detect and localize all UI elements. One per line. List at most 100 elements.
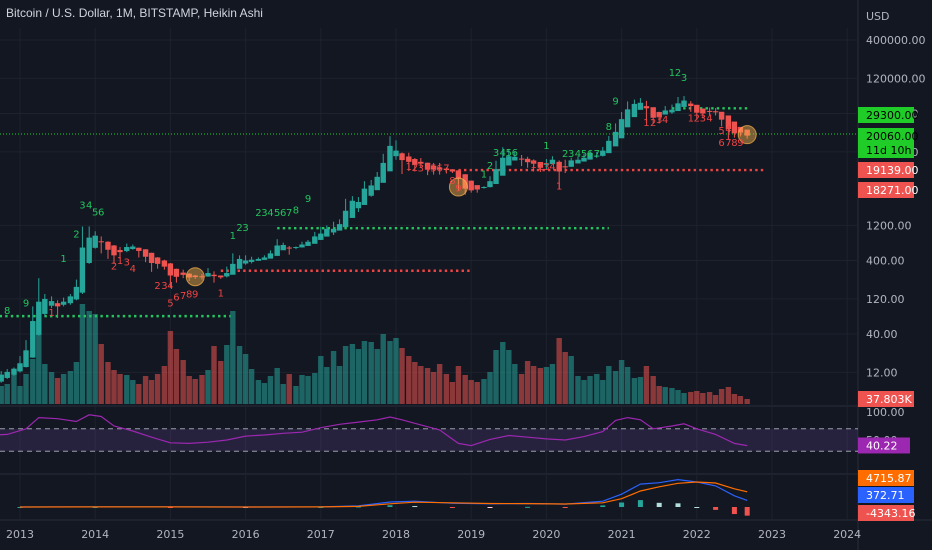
currency-label: USD — [866, 10, 890, 23]
candle-body — [42, 298, 48, 314]
td-count-label: 5 — [167, 298, 173, 309]
candle-body — [211, 274, 217, 277]
candle-body — [712, 111, 719, 113]
candle-body — [700, 108, 706, 114]
candle-body — [192, 275, 198, 278]
candle-body — [286, 247, 292, 249]
candle-body — [136, 247, 142, 251]
td-count-label: 5 — [506, 148, 512, 159]
volume-bar — [205, 370, 211, 404]
volume-bar — [67, 371, 74, 404]
td-count-label: 2 — [255, 208, 261, 219]
td-count-label: 6 — [436, 163, 442, 174]
td-count-label: 2 — [675, 68, 681, 79]
volume-bar — [42, 364, 48, 404]
volume-bar — [631, 378, 638, 404]
volume-bar — [36, 332, 42, 404]
volume-bar — [318, 356, 324, 404]
td-count-label: 8 — [606, 122, 612, 133]
candle-body — [493, 169, 499, 185]
volume-bar — [430, 372, 437, 404]
candle-body — [205, 273, 211, 277]
rsi-line — [0, 414, 748, 447]
y-tick-label: 400.00 — [866, 254, 905, 267]
volume-bar — [161, 366, 168, 404]
td-count-label: 4 — [267, 208, 273, 219]
td-count-label: 1 — [669, 68, 675, 79]
candle-body — [23, 350, 29, 368]
td-count-label: 5 — [581, 149, 587, 160]
macd-value-box — [858, 470, 914, 486]
td-count-label: 4 — [500, 148, 506, 159]
volume-bar — [4, 384, 10, 404]
volume-bar — [305, 376, 311, 404]
td-count-label: 1 — [218, 288, 224, 299]
volume-bar — [192, 379, 198, 404]
volume-bar — [537, 368, 544, 404]
volume-bar — [349, 344, 356, 404]
macd-histogram-bar — [525, 506, 531, 508]
candle-body — [612, 131, 619, 147]
candle-body — [387, 145, 393, 172]
macd-value-box — [858, 487, 914, 503]
candle-body — [111, 245, 117, 256]
candle-body — [694, 104, 700, 113]
candle-body — [36, 301, 42, 335]
candle-body — [656, 112, 662, 118]
candle-body — [449, 169, 456, 172]
td-count-label: 8 — [186, 290, 192, 301]
volume-bar — [130, 380, 136, 404]
volume-bar — [280, 384, 286, 404]
td-count-label: 6 — [587, 149, 593, 160]
volume-bar — [436, 364, 443, 404]
td-count-label: 2 — [562, 149, 568, 160]
candle-body — [688, 103, 694, 107]
candle-body — [242, 260, 249, 264]
td-count-label: 5 — [718, 126, 724, 137]
volume-bar — [399, 348, 405, 404]
volume-bar — [23, 374, 29, 404]
candle-body — [0, 374, 4, 382]
volume-bar — [312, 373, 318, 404]
volume-bar — [48, 372, 55, 404]
candle-body — [662, 110, 668, 115]
volume-bar — [0, 386, 4, 404]
volume-bar — [374, 349, 380, 404]
volume-bar — [92, 314, 98, 404]
candle-body — [230, 263, 236, 275]
candle-body — [117, 250, 123, 253]
macd-histogram-bar — [675, 503, 681, 507]
macd-histogram-bar — [600, 505, 606, 507]
candle-body — [180, 272, 186, 275]
volume-bar — [618, 360, 625, 404]
volume-bar — [606, 366, 612, 404]
candle-body — [430, 165, 437, 170]
td-count-label: 4 — [549, 162, 555, 173]
volume-bar — [662, 387, 668, 404]
volume-bar — [11, 374, 17, 404]
candle-body — [186, 273, 192, 278]
candle-body — [594, 155, 600, 157]
td-count-label: 9 — [737, 138, 743, 149]
candle-body — [731, 121, 738, 134]
td-count-label: 7 — [286, 208, 292, 219]
candle-body — [468, 180, 474, 191]
volume-bar — [186, 376, 192, 404]
candle-body — [556, 161, 562, 172]
price-label-box — [858, 182, 914, 198]
volume-bar — [248, 369, 255, 404]
td-count-label: 1 — [117, 256, 123, 267]
volume-bar — [60, 374, 67, 404]
price-label: 37.803K — [866, 393, 912, 406]
volume-bar — [656, 386, 662, 404]
volume-bar — [600, 380, 606, 404]
volume-bar — [650, 376, 656, 404]
volume-bar — [718, 389, 725, 404]
candle-body — [48, 301, 55, 306]
td-count-label: 7 — [180, 291, 186, 302]
volume-bar — [543, 367, 550, 404]
volume-bar — [230, 311, 236, 404]
volume-bar — [293, 386, 299, 404]
candle-body — [280, 244, 286, 251]
td-count-label: 2 — [487, 161, 493, 172]
